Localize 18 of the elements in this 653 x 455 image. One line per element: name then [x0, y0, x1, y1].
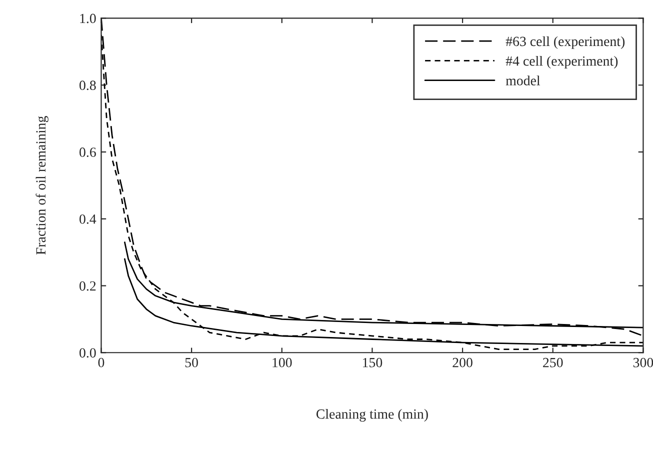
legend-label: #4 cell (experiment) [506, 56, 618, 69]
y-tick-label: 0.8 [80, 80, 96, 90]
x-tick-label: 50 [185, 358, 198, 368]
x-tick-label: 100 [272, 358, 292, 368]
y-tick-label: 0.0 [80, 348, 96, 358]
x-tick-label: 250 [543, 358, 563, 368]
x-tick-label: 200 [452, 358, 472, 368]
y-tick-label: 0.2 [80, 281, 96, 291]
x-tick-label: 0 [98, 358, 104, 368]
x-tick-label: 150 [363, 358, 382, 368]
x-axis-title: Cleaning time (min) [316, 408, 428, 422]
legend-label: model [506, 76, 540, 86]
y-tick-label: 0.6 [80, 148, 96, 157]
legend-label: #63 cell (experiment) [506, 36, 625, 49]
x-tick-label: 300 [633, 358, 653, 368]
y-tick-label: 0.4 [80, 214, 96, 224]
y-tick-label: 1.0 [80, 14, 96, 24]
y-axis-title: Fraction of oil remaining [36, 116, 48, 255]
